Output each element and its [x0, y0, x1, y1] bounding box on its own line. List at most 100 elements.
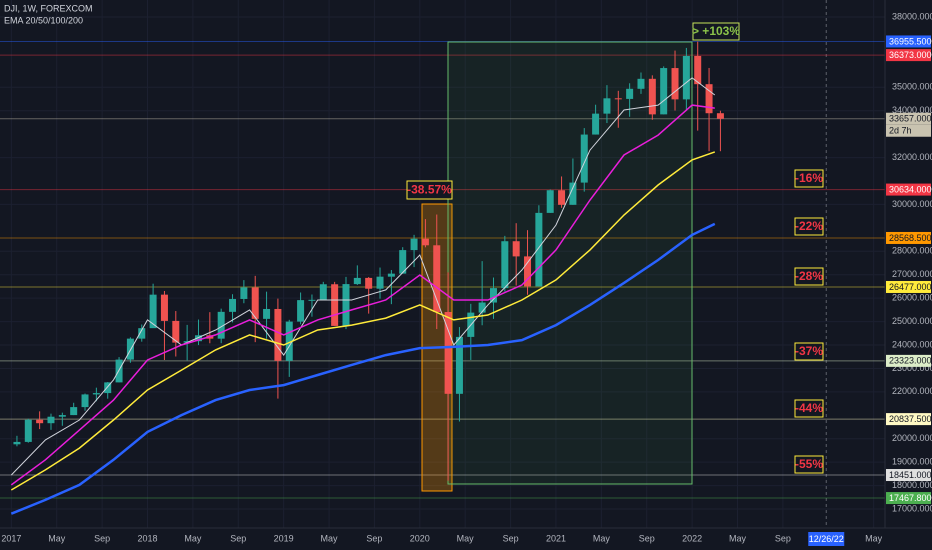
- x-tick-label: May: [865, 533, 883, 543]
- candle-body: [455, 336, 463, 394]
- level-label: 33657.0000: [889, 114, 932, 124]
- candle-body: [592, 113, 600, 135]
- level-label-bg: [886, 49, 931, 62]
- x-tick-label: May: [729, 533, 747, 543]
- level-label: 20837.5000: [889, 414, 932, 424]
- candle-body: [331, 284, 339, 326]
- x-tick-label: 2020: [410, 533, 430, 543]
- level-label-bg: [886, 413, 931, 426]
- level-label-bg: [886, 231, 931, 244]
- candle-body: [263, 308, 271, 319]
- candle-body: [58, 415, 66, 417]
- candle-body: [365, 277, 373, 289]
- level-label-bg: [886, 354, 931, 367]
- x-tick-label: 2019: [274, 533, 294, 543]
- level-label-bg: [886, 492, 931, 505]
- level-label-bg: [886, 280, 931, 293]
- candle-body: [682, 55, 690, 100]
- candle-body: [705, 84, 713, 114]
- ema-line: [10, 77, 716, 476]
- level-label: 36955.5000: [889, 36, 932, 46]
- percent-frame: [794, 217, 824, 236]
- crosshair-label: 12/26/22: [809, 534, 844, 544]
- level-label-bg: [886, 469, 931, 482]
- x-tick-label: Sep: [230, 533, 246, 543]
- y-tick-label: 20000.0000: [892, 433, 932, 443]
- candle-body: [47, 416, 55, 424]
- indicator: EMA 20/50/100/200: [4, 15, 83, 25]
- candle-body: [229, 298, 237, 312]
- candle-body: [580, 134, 588, 183]
- level-label: 17467.8000: [889, 493, 932, 503]
- candle-body: [614, 98, 622, 100]
- candle-body: [501, 241, 509, 289]
- candle-body: [104, 382, 112, 394]
- candle-body: [410, 238, 418, 251]
- crosshair-label-bg: [808, 532, 845, 546]
- candle-body: [399, 250, 407, 274]
- x-tick-label: Sep: [639, 533, 655, 543]
- x-tick-label: 2021: [546, 533, 566, 543]
- x-tick-label: May: [321, 533, 339, 543]
- candles: [13, 41, 724, 481]
- x-tick-label: Sep: [366, 533, 382, 543]
- x-tick-label: Sep: [94, 533, 110, 543]
- y-tick-label: 17000.0000: [892, 503, 932, 513]
- grid: [0, 0, 885, 528]
- percent-frame: [794, 342, 824, 361]
- level-label: 28568.5000: [889, 233, 932, 243]
- candle-body: [92, 393, 100, 395]
- candle-body: [433, 245, 441, 312]
- candle-body: [512, 241, 520, 257]
- candle-body: [24, 419, 32, 442]
- candle-body: [274, 308, 282, 361]
- candle-body: [376, 276, 384, 289]
- y-tick-label: 23000.0000: [892, 363, 932, 373]
- candle-body: [626, 88, 634, 99]
- candle-body: [217, 311, 225, 339]
- countdown: 2d 7h: [889, 126, 912, 136]
- y-tick-label: 24000.0000: [892, 339, 932, 349]
- level-label: 30634.0000: [889, 184, 932, 194]
- candle-body: [569, 182, 577, 205]
- box-label-frame: [406, 180, 453, 200]
- level-label: 18451.0000: [889, 470, 932, 480]
- level-label: 36373.0000: [889, 50, 932, 60]
- y-tick-label: 25000.0000: [892, 316, 932, 326]
- y-tick-label: 18000.0000: [892, 480, 932, 490]
- x-tick-label: May: [457, 533, 475, 543]
- candle-body: [138, 328, 146, 339]
- y-tick-label: 38000.0000: [892, 11, 932, 21]
- candle-body: [648, 78, 656, 115]
- percent-label: -44%: [795, 401, 823, 415]
- candle-body: [353, 277, 361, 285]
- ema-lines: [10, 77, 716, 515]
- symbol: DJI, 1W, FOREXCOM: [4, 3, 93, 13]
- percent-frame: [794, 267, 824, 286]
- candle-body: [319, 284, 327, 300]
- x-tick-label: May: [184, 533, 202, 543]
- y-tick-label: 34000.0000: [892, 105, 932, 115]
- candle-body: [183, 341, 191, 343]
- candle-body: [478, 302, 486, 313]
- candle-body: [160, 294, 168, 321]
- candle-body: [637, 78, 645, 89]
- x-tick-label: Sep: [775, 533, 791, 543]
- candle-body: [558, 190, 566, 205]
- percent-frame: [794, 455, 824, 474]
- ema-line: [10, 104, 715, 486]
- candle-body: [149, 294, 157, 329]
- level-label: 23323.0000: [889, 356, 932, 366]
- candle-body: [603, 98, 611, 114]
- percent-label: -22%: [795, 219, 823, 233]
- y-tick-label: 27000.0000: [892, 269, 932, 279]
- level-label: 26477.0000: [889, 282, 932, 292]
- candle-body: [297, 300, 305, 322]
- candle-body: [694, 55, 702, 85]
- candle-body: [240, 287, 248, 299]
- y-tick-label: 19000.0000: [892, 457, 932, 467]
- candle-body: [444, 311, 452, 394]
- x-tick-label: 2018: [137, 533, 157, 543]
- candle-body: [308, 299, 316, 301]
- y-tick-label: 35000.0000: [892, 82, 932, 92]
